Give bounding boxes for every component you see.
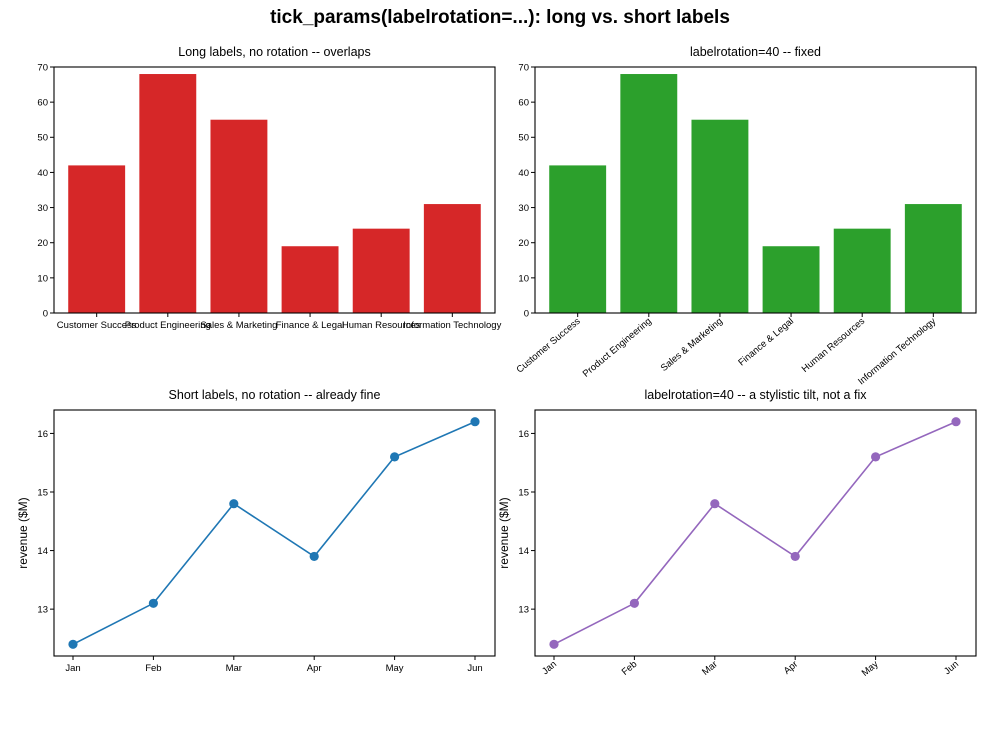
data-point-3 bbox=[229, 499, 239, 509]
y-tick-label: 70 bbox=[518, 62, 529, 73]
y-axis-label: revenue ($M) bbox=[16, 497, 30, 568]
x-tick-label: Feb bbox=[145, 663, 161, 674]
bar-2 bbox=[620, 74, 678, 313]
y-tick-label: 14 bbox=[518, 546, 529, 557]
x-tick-label: Mar bbox=[226, 663, 242, 674]
y-tick-label: 60 bbox=[518, 98, 529, 109]
y-tick-label: 15 bbox=[37, 487, 48, 498]
x-tick-label: Customer Success bbox=[57, 320, 137, 331]
axes-frame bbox=[534, 409, 977, 657]
x-tick-label: Product Engineering bbox=[581, 316, 654, 380]
bar-6 bbox=[423, 204, 481, 313]
axes-frame bbox=[534, 66, 977, 314]
y-tick-label: 40 bbox=[518, 168, 529, 179]
subplot-title: labelrotation=40 -- fixed bbox=[690, 45, 821, 59]
figure-title: tick_params(labelrotation=...): long vs.… bbox=[270, 7, 730, 28]
series-line bbox=[553, 420, 957, 646]
y-tick-label: 13 bbox=[518, 605, 529, 616]
x-tick-label: Jan bbox=[65, 663, 80, 674]
bar-1 bbox=[68, 165, 126, 313]
y-tick-label: 20 bbox=[37, 238, 48, 249]
data-point-1 bbox=[549, 639, 559, 649]
y-axis-label: revenue ($M) bbox=[497, 497, 511, 568]
x-tick-label: May bbox=[860, 659, 881, 679]
y-tick-label: 30 bbox=[37, 203, 48, 214]
x-tick-label: Customer Success bbox=[514, 316, 582, 376]
y-tick-label: 0 bbox=[524, 308, 529, 319]
x-tick-label: Apr bbox=[307, 663, 322, 674]
x-tick-label: Jun bbox=[467, 663, 482, 674]
x-tick-label: Sales & Marketing bbox=[659, 316, 725, 374]
data-point-5 bbox=[871, 452, 881, 462]
subplot-4: labelrotation=40 -- a stylistic tilt, no… bbox=[497, 388, 977, 679]
y-tick-label: 10 bbox=[518, 273, 529, 284]
subplot-2: labelrotation=40 -- fixed 0 10 20 30 40 50 60 70… bbox=[514, 45, 977, 388]
data-point-4 bbox=[790, 551, 800, 562]
x-tick-label: Information Technology bbox=[856, 316, 938, 388]
bar-6 bbox=[904, 204, 962, 313]
y-tick-label: 30 bbox=[518, 203, 529, 214]
bar-4 bbox=[281, 246, 339, 313]
bar-2 bbox=[139, 74, 197, 313]
data-point-4 bbox=[309, 551, 319, 562]
data-point-3 bbox=[710, 499, 720, 509]
x-tick-label: Apr bbox=[782, 659, 800, 677]
y-tick-label: 50 bbox=[518, 133, 529, 144]
y-tick-label: 15 bbox=[518, 487, 529, 498]
x-tick-label: Jun bbox=[942, 659, 961, 677]
data-point-2 bbox=[629, 598, 640, 608]
y-tick-label: 40 bbox=[37, 168, 48, 179]
x-tick-label: Information Technology bbox=[403, 320, 501, 331]
bar-5 bbox=[352, 228, 410, 313]
y-tick-label: 0 bbox=[43, 308, 48, 319]
bar-1 bbox=[549, 165, 607, 313]
x-tick-label: Product Engineering bbox=[125, 320, 211, 331]
x-tick-label: Finance & Legal bbox=[276, 320, 345, 331]
subplot-3: Short labels, no rotation -- already fin… bbox=[16, 388, 496, 674]
data-point-5 bbox=[390, 452, 400, 462]
y-tick-label: 16 bbox=[37, 429, 48, 440]
y-tick-label: 10 bbox=[37, 273, 48, 284]
x-tick-label: Sales & Marketing bbox=[200, 320, 277, 331]
bar-3 bbox=[691, 119, 749, 314]
x-tick-label: Human Resources bbox=[342, 320, 421, 331]
subplot-title: labelrotation=40 -- a stylistic tilt, no… bbox=[645, 388, 868, 402]
x-tick-label: Mar bbox=[700, 659, 720, 678]
y-tick-label: 20 bbox=[518, 238, 529, 249]
y-tick-label: 14 bbox=[37, 546, 48, 557]
axes-frame bbox=[53, 66, 496, 314]
x-tick-label: Feb bbox=[620, 659, 640, 678]
subplot-title: Long labels, no rotation -- overlaps bbox=[178, 45, 370, 59]
y-tick-label: 13 bbox=[37, 605, 48, 616]
axes-frame bbox=[53, 409, 496, 657]
y-tick-label: 60 bbox=[37, 98, 48, 109]
bar-3 bbox=[210, 119, 268, 314]
y-tick-label: 50 bbox=[37, 133, 48, 144]
data-point-6 bbox=[470, 417, 480, 427]
data-point-2 bbox=[148, 598, 158, 608]
y-tick-label: 70 bbox=[37, 62, 48, 73]
x-tick-label: Jan bbox=[540, 659, 559, 677]
x-tick-label: Finance & Legal bbox=[736, 316, 796, 369]
subplot-1: Long labels, no rotation -- overlaps 0 10 2… bbox=[37, 45, 501, 331]
bar-4 bbox=[762, 246, 820, 313]
x-tick-label: May bbox=[386, 663, 404, 674]
bar-5 bbox=[833, 228, 891, 313]
x-tick-label: Human Resources bbox=[800, 316, 868, 375]
data-point-1 bbox=[68, 639, 78, 649]
series-line bbox=[72, 420, 476, 646]
y-tick-label: 16 bbox=[518, 429, 529, 440]
data-point-6 bbox=[951, 417, 961, 427]
subplot-title: Short labels, no rotation -- already fin… bbox=[169, 388, 381, 402]
